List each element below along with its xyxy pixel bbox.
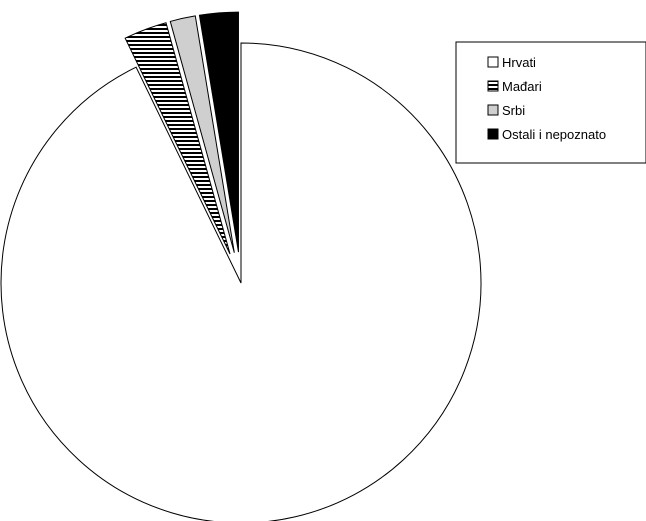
legend-label-ostali: Ostali i nepoznato (502, 127, 606, 142)
pie-slice-ostali (198, 11, 239, 253)
pie-slice-srbi (169, 15, 235, 253)
legend-label-madari: Mađari (502, 79, 542, 94)
pie-slice-madari (124, 22, 231, 255)
legend-swatch-madari (487, 80, 499, 92)
pie-slice-hrvati (0, 42, 482, 521)
legend-swatch-srbi (487, 104, 499, 116)
legend-swatch-hrvati (487, 56, 499, 68)
legend: Hrvati Mađari Srbi Ostali i nepoznato (455, 41, 646, 164)
legend-label-srbi: Srbi (502, 103, 525, 118)
pie-slices (0, 11, 482, 521)
legend-box (455, 41, 646, 164)
legend-swatch-ostali (487, 128, 499, 140)
legend-label-hrvati: Hrvati (502, 55, 536, 70)
